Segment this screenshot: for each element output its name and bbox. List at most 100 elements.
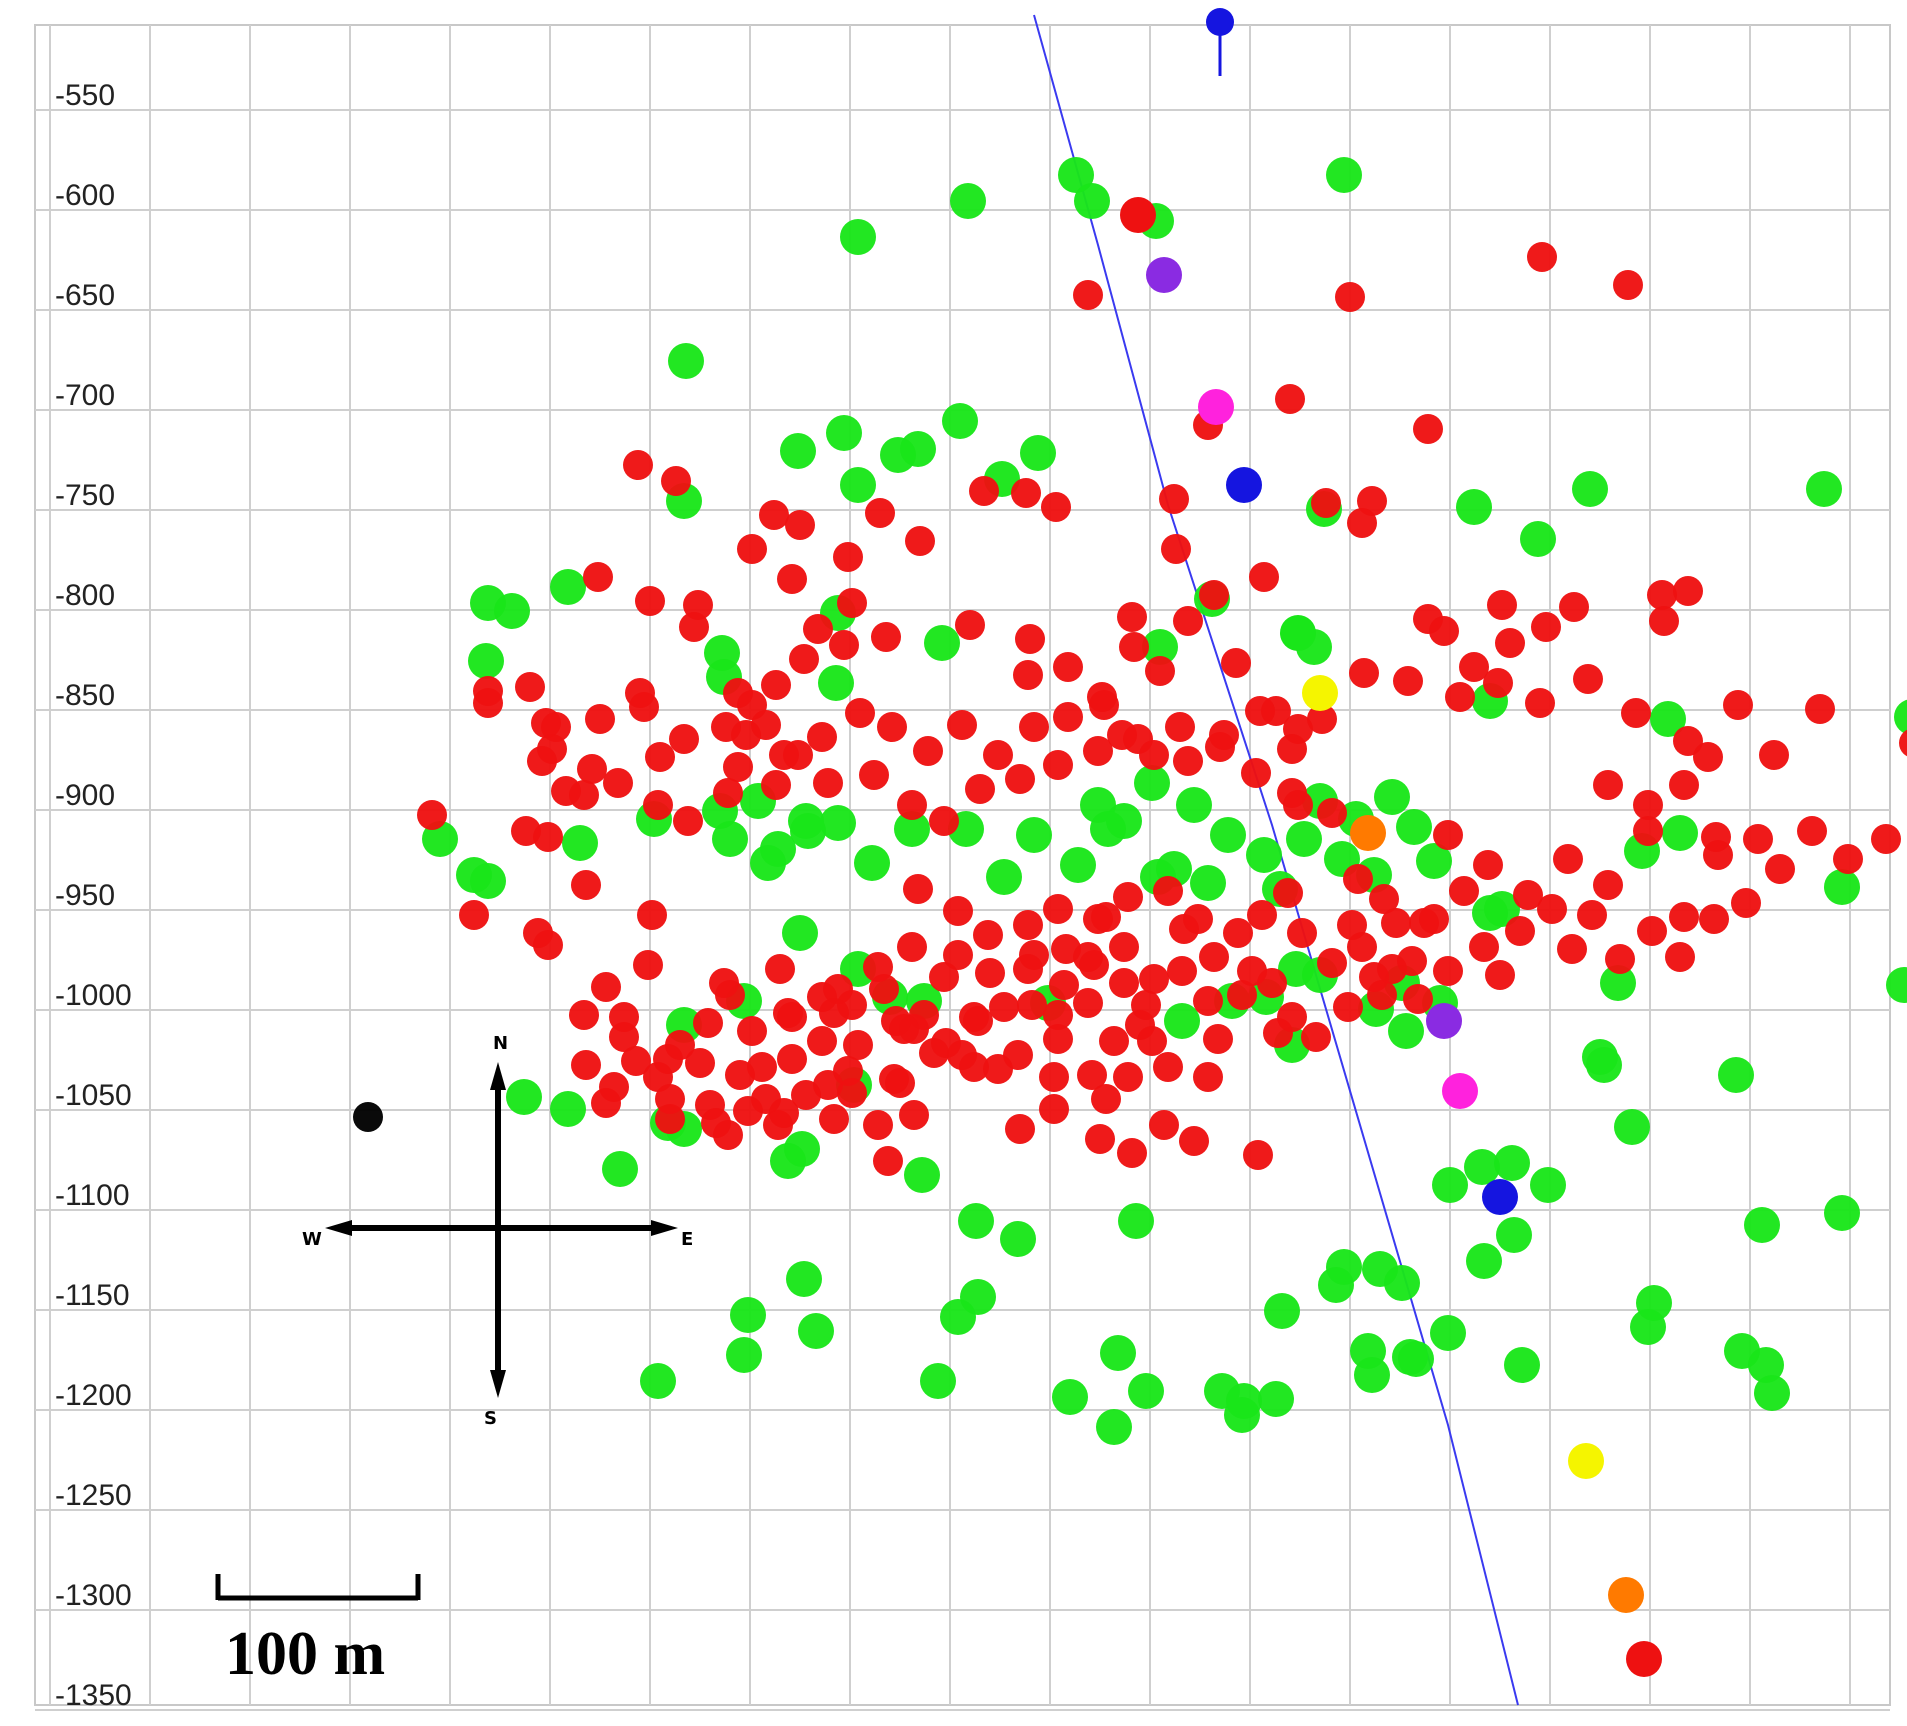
red-event-point [1049, 970, 1079, 1000]
green-event-point [1466, 1243, 1502, 1279]
compass-south-label: S [484, 1408, 497, 1429]
red-event-point [1553, 844, 1583, 874]
red-event-point [1637, 916, 1667, 946]
red-event-point [1605, 944, 1635, 974]
red-event-point [1011, 478, 1041, 508]
red-event-point [1053, 652, 1083, 682]
red-event-point [1621, 698, 1651, 728]
green-event-point [1354, 1357, 1390, 1393]
green-event-point [1806, 471, 1842, 507]
red-event-point [1087, 682, 1117, 712]
compass-north-label: N [493, 1033, 508, 1054]
red-event-point [603, 768, 633, 798]
red-event-point [955, 610, 985, 640]
green-event-point [494, 593, 530, 629]
red-event-point [679, 612, 709, 642]
red-event-point [1593, 770, 1623, 800]
red-event-point [591, 972, 621, 1002]
red-event-point [1723, 690, 1753, 720]
stage-marker [1120, 197, 1156, 233]
green-event-point [1824, 1195, 1860, 1231]
microseismic-events [353, 157, 1907, 1445]
red-event-point [621, 1046, 651, 1076]
green-event-point [826, 415, 862, 451]
red-event-point [873, 1146, 903, 1176]
y-tick-label: -1250 [55, 1479, 132, 1512]
y-tick-label: -1150 [55, 1279, 130, 1312]
red-event-point [1433, 956, 1463, 986]
red-event-point [625, 678, 655, 708]
red-event-point [1283, 790, 1313, 820]
red-event-point [905, 526, 935, 556]
red-event-point [807, 982, 837, 1012]
green-event-point [1128, 1373, 1164, 1409]
red-event-point [1577, 900, 1607, 930]
red-event-point [1043, 1000, 1073, 1030]
red-event-point [1203, 1024, 1233, 1054]
red-event-point [1113, 882, 1143, 912]
red-event-point [829, 630, 859, 660]
red-event-point [1165, 712, 1195, 742]
green-event-point [854, 845, 890, 881]
red-event-point [1015, 624, 1045, 654]
green-event-point [818, 665, 854, 701]
red-event-point [783, 740, 813, 770]
black-event-point [353, 1102, 383, 1132]
red-event-point [1043, 750, 1073, 780]
green-event-point [780, 433, 816, 469]
red-event-point [1369, 884, 1399, 914]
red-event-point [527, 746, 557, 776]
red-event-point [623, 450, 653, 480]
red-event-point [1139, 964, 1169, 994]
red-event-point [1613, 270, 1643, 300]
red-event-point [1731, 888, 1761, 918]
red-event-point [1449, 876, 1479, 906]
red-event-point [1209, 720, 1239, 750]
green-event-point [1190, 865, 1226, 901]
red-event-point [965, 774, 995, 804]
red-event-point [1301, 1022, 1331, 1052]
red-event-point [583, 562, 613, 592]
red-event-point [903, 874, 933, 904]
red-event-point [929, 962, 959, 992]
red-event-point [1495, 628, 1525, 658]
red-event-point [1693, 742, 1723, 772]
stage-marker [1568, 1443, 1604, 1479]
green-event-point [470, 863, 506, 899]
red-event-point [1485, 960, 1515, 990]
stage-marker [1350, 815, 1386, 851]
red-event-point [1099, 1026, 1129, 1056]
red-event-point [1393, 666, 1423, 696]
green-event-point [1456, 489, 1492, 525]
red-event-point [777, 1044, 807, 1074]
red-event-point [1397, 946, 1427, 976]
red-event-point [785, 510, 815, 540]
green-event-point [1396, 809, 1432, 845]
red-event-point [969, 476, 999, 506]
red-event-point [1673, 576, 1703, 606]
stage-marker [1146, 257, 1182, 293]
green-event-point [562, 825, 598, 861]
red-event-point [1091, 902, 1121, 932]
green-event-point [1090, 811, 1126, 847]
red-event-point [1633, 790, 1663, 820]
red-event-point [777, 564, 807, 594]
green-event-point [1586, 1047, 1622, 1083]
scale-bar: 100 m [215, 1574, 421, 1688]
red-event-point [845, 698, 875, 728]
green-event-point [880, 437, 916, 473]
green-event-point [1388, 1013, 1424, 1049]
red-event-point [881, 1006, 911, 1036]
green-event-point [750, 845, 786, 881]
green-event-point [1748, 1347, 1784, 1383]
red-event-point [973, 920, 1003, 950]
red-event-point [1243, 1140, 1273, 1170]
red-event-point [1053, 702, 1083, 732]
green-event-point [1496, 1217, 1532, 1253]
red-event-point [1649, 606, 1679, 636]
red-event-point [1573, 664, 1603, 694]
red-event-point [1429, 616, 1459, 646]
red-event-point [1381, 908, 1411, 938]
green-event-point [1630, 1309, 1666, 1345]
green-event-point [1494, 1145, 1530, 1181]
